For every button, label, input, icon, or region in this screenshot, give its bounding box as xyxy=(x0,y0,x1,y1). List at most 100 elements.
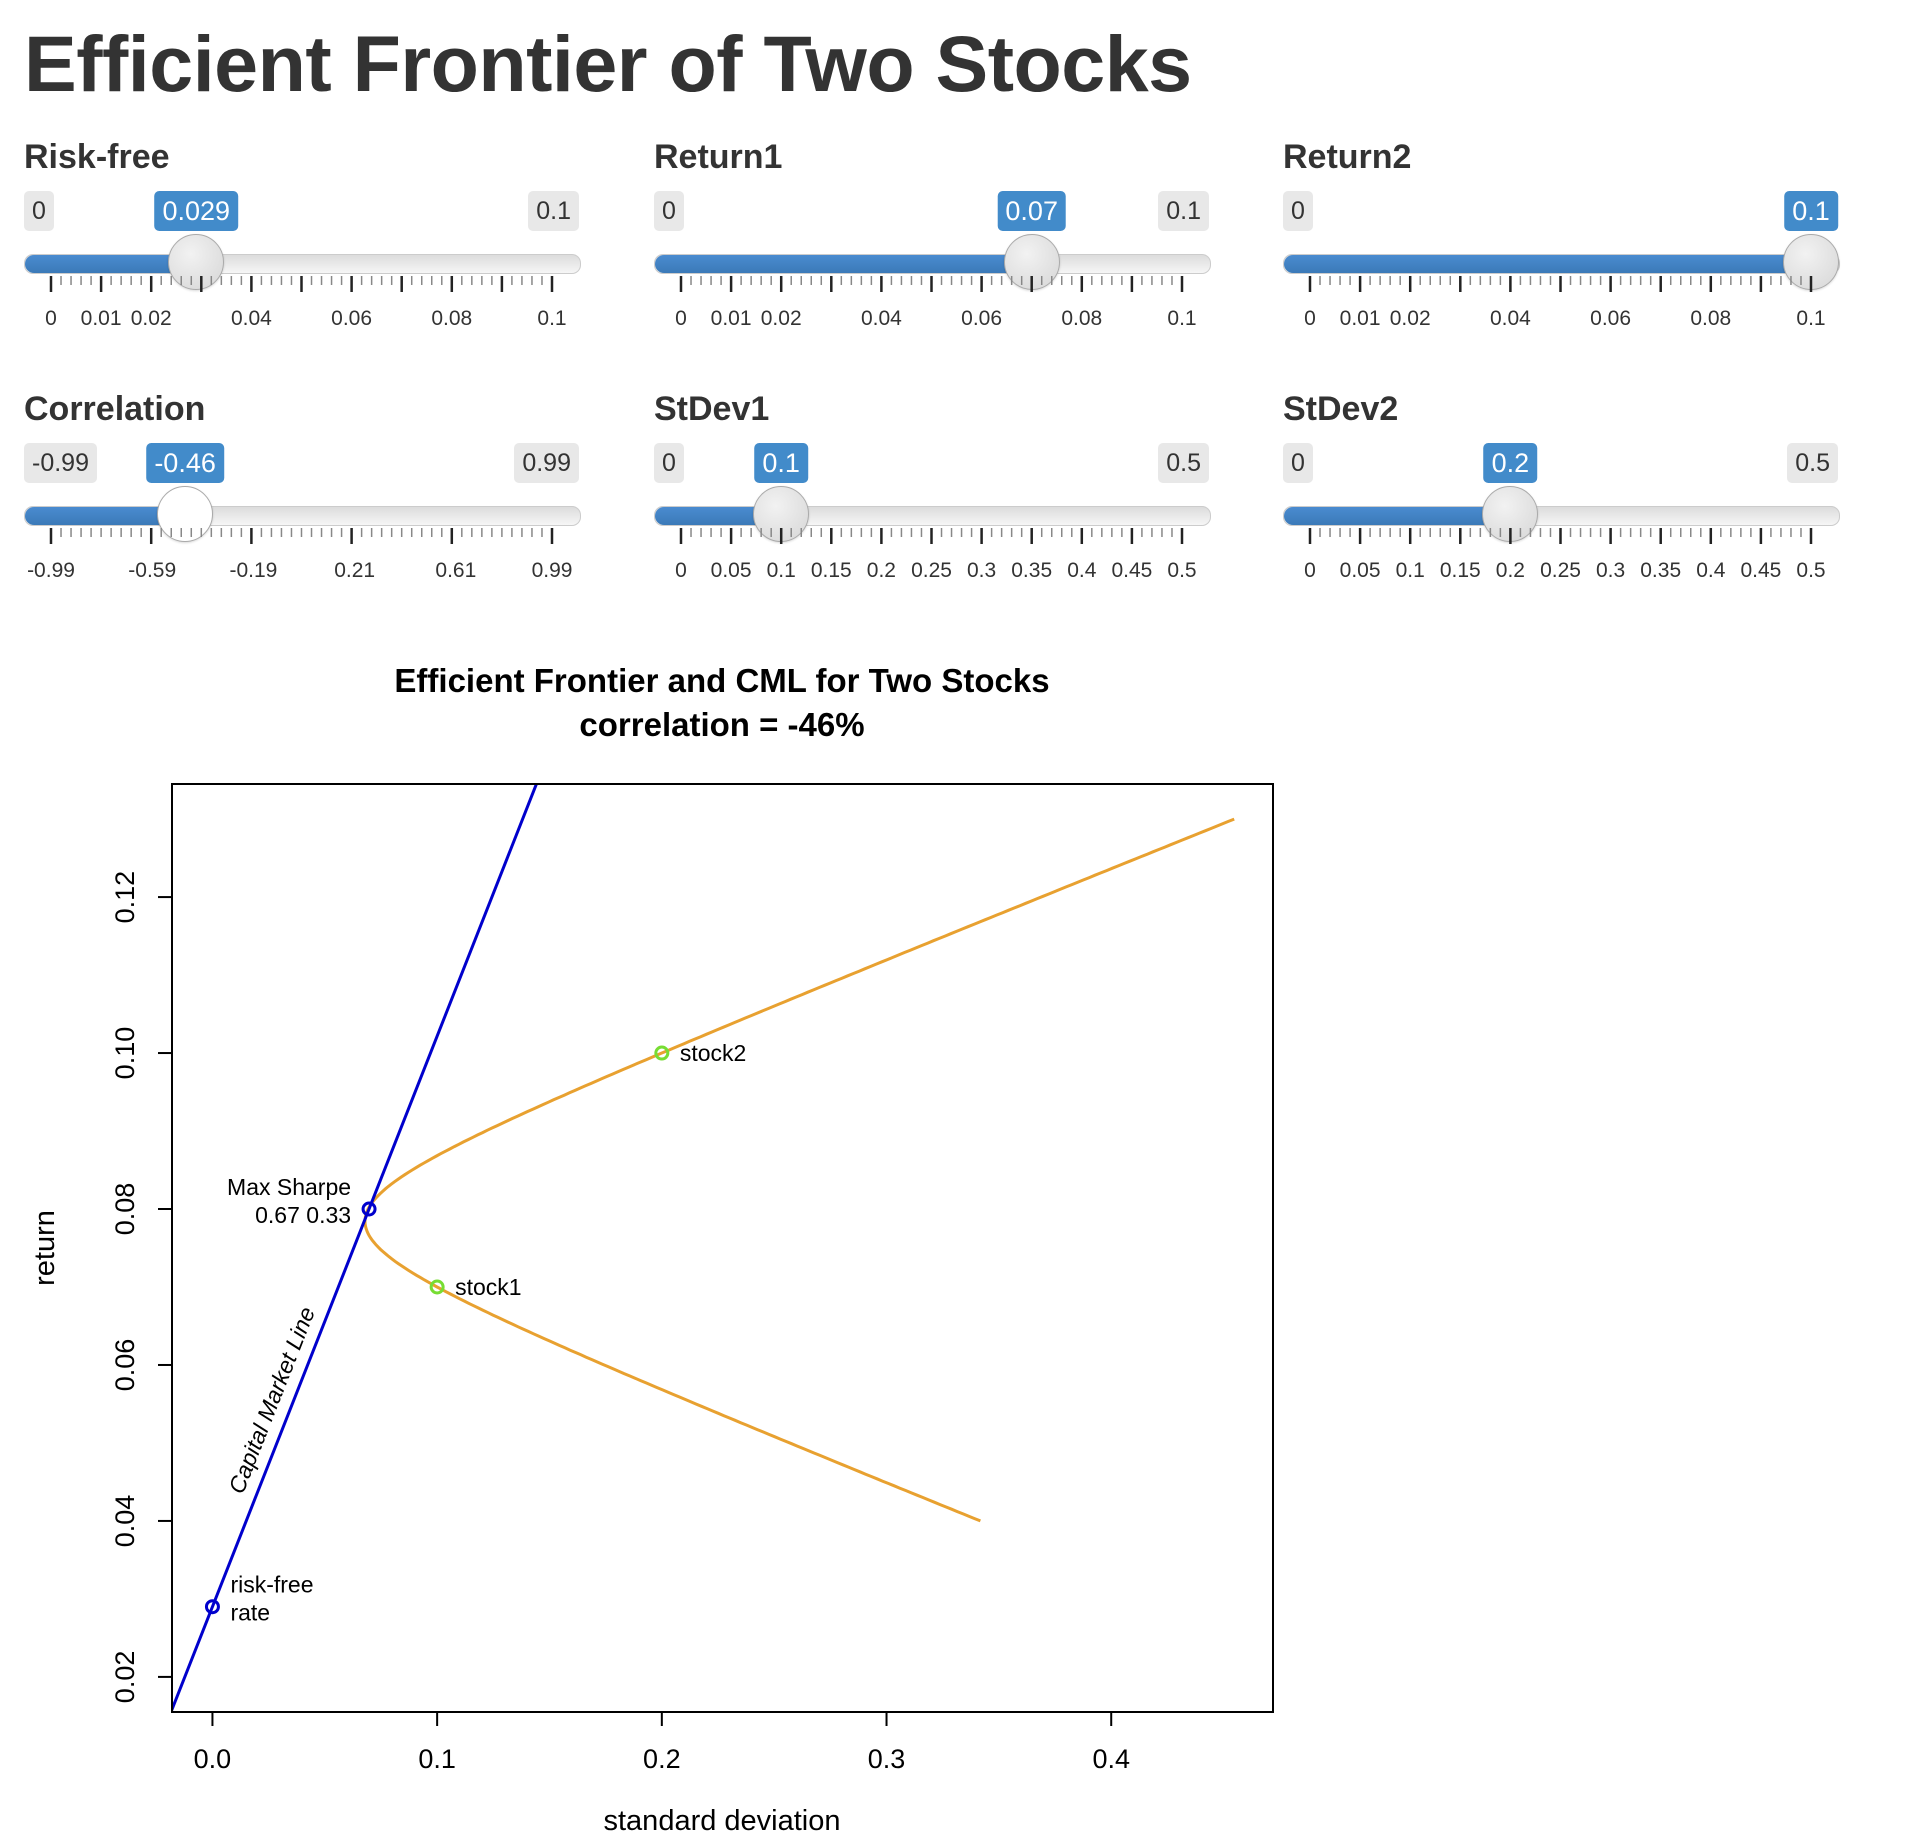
slider-ticks: 0 0.01 0.02 0.04 0.06 0.08 0.1 xyxy=(45,276,567,330)
slider-tick-label: 0.05 xyxy=(711,559,752,582)
slider-tick-label: 0.06 xyxy=(961,307,1002,330)
slider-tick-label: 0.25 xyxy=(1540,559,1581,582)
slider-tick-label: 0.06 xyxy=(331,307,372,330)
slider-tick-label: 0.02 xyxy=(1390,307,1431,330)
slider-max-label: 0.5 xyxy=(1158,443,1209,483)
slider-return1: Return1 0 0.1 0.07 0 0.01 0.02 0.04 0.06 0.08 0.1 xyxy=(654,138,1222,378)
slider-tick-label: 0.4 xyxy=(1067,559,1097,582)
slider-tick-label: 0.3 xyxy=(967,559,996,582)
slider-tick-label: 0.04 xyxy=(861,307,902,330)
slider-tick-label: 0.1 xyxy=(767,559,796,582)
efficient-frontier-chart: Efficient Frontier and CML for Two Stock… xyxy=(29,662,1274,1837)
slider-tick-label: 0.01 xyxy=(81,307,122,330)
slider-value-label: 0.1 xyxy=(754,443,808,483)
slider-track[interactable] xyxy=(24,254,581,274)
y-tick-label: 0.02 xyxy=(110,1651,140,1704)
slider-tick-label: 0.21 xyxy=(334,559,375,582)
slider-tick-label: -0.59 xyxy=(128,559,176,582)
slider-tick-label: 0 xyxy=(1304,559,1316,582)
slider-value-label: 0.029 xyxy=(154,191,239,231)
slider-tick-label: 0 xyxy=(1304,307,1316,330)
x-tick-label: 0.0 xyxy=(194,1744,232,1774)
slider-ticks: -0.99 -0.59 -0.19 0.21 0.61 0.99 xyxy=(27,528,573,582)
slider-tick-label: -0.19 xyxy=(229,559,277,582)
slider-min-label: 0 xyxy=(654,191,684,231)
slider-min-label: 0 xyxy=(1283,191,1313,231)
cml-label: Capital Market Line xyxy=(223,1303,320,1497)
stock2-label: stock2 xyxy=(680,1040,746,1066)
slider-tick-label: 0.5 xyxy=(1167,559,1196,582)
slider-tick-label: 0.05 xyxy=(1340,559,1381,582)
slider-fill xyxy=(25,255,198,273)
slider-tick-label: 0.1 xyxy=(537,307,566,330)
slider-fill xyxy=(1284,507,1512,525)
slider-label: Return2 xyxy=(1283,138,1412,176)
capital-market-line xyxy=(172,784,539,1712)
x-axis-label: standard deviation xyxy=(604,1805,841,1837)
chart-subtitle: correlation = -46% xyxy=(579,706,864,743)
slider-value-label: 0.1 xyxy=(1784,191,1838,231)
y-tick-label: 0.04 xyxy=(110,1495,140,1548)
slider-tick-label: 0.99 xyxy=(532,559,573,582)
slider-handle[interactable] xyxy=(157,486,214,542)
slider-fill xyxy=(1284,255,1812,273)
slider-tick-label: 0.35 xyxy=(1640,559,1681,582)
y-axis-label: return xyxy=(29,1210,61,1286)
slider-tick-label: 0.1 xyxy=(1796,307,1825,330)
slider-min-label: 0 xyxy=(654,443,684,483)
slider-stdev2: StDev2 0 0.5 0.2 0 0.05 0.1 0.15 0.2 0.25 0.3 0.35 0… xyxy=(1283,390,1851,630)
slider-value-label: 0.2 xyxy=(1483,443,1538,483)
slider-tick-label: 0.08 xyxy=(1061,307,1102,330)
page-title: Efficient Frontier of Two Stocks xyxy=(24,19,1192,108)
slider-tick-label: 0.2 xyxy=(1496,559,1525,582)
y-tick-label: 0.08 xyxy=(110,1183,140,1236)
slider-tick-label: 0.15 xyxy=(811,559,852,582)
slider-track[interactable] xyxy=(654,254,1211,274)
slider-tick-label: 0.02 xyxy=(131,307,172,330)
slider-handle[interactable] xyxy=(168,234,225,290)
slider-max-label: 0.1 xyxy=(1158,191,1209,231)
slider-tick-label: 0.45 xyxy=(1111,559,1152,582)
max-sharpe-label: Max Sharpe xyxy=(227,1174,351,1200)
slider-tick-label: 0.25 xyxy=(911,559,952,582)
slider-stdev1: StDev1 0 0.5 0.1 0 0.05 0.1 0.15 0.2 0.25 0.3 0.35 0… xyxy=(654,390,1222,630)
slider-tick-label: 0.08 xyxy=(431,307,472,330)
slider-track[interactable] xyxy=(24,506,581,526)
slider-fill xyxy=(655,507,783,525)
stock1-label: stock1 xyxy=(455,1274,521,1300)
slider-tick-label: 0.1 xyxy=(1396,559,1425,582)
slider-label: StDev1 xyxy=(654,390,770,428)
slider-correlation: Correlation -0.99 0.99 -0.46 -0.99 -0.59 -0.19… xyxy=(24,390,592,630)
slider-min-label: -0.99 xyxy=(24,443,97,483)
slider-track[interactable] xyxy=(654,506,1211,526)
slider-tick-label: 0.04 xyxy=(1490,307,1531,330)
slider-track[interactable] xyxy=(1283,254,1840,274)
x-tick-label: 0.1 xyxy=(418,1744,456,1774)
stock1-point xyxy=(429,1279,445,1295)
slider-tick-label: 0.4 xyxy=(1696,559,1726,582)
slider-tick-label: 0.45 xyxy=(1740,559,1781,582)
slider-ticks: 0 0.01 0.02 0.04 0.06 0.08 0.1 xyxy=(675,276,1197,330)
slider-min-label: 0 xyxy=(1283,443,1313,483)
slider-tick-label: 0 xyxy=(675,307,687,330)
slider-track[interactable] xyxy=(1283,506,1840,526)
max-sharpe-weights: 0.67 0.33 xyxy=(255,1202,351,1228)
slider-tick-label: 0.02 xyxy=(761,307,802,330)
slider-fill xyxy=(655,255,1033,273)
slider-ticks: 0 0.01 0.02 0.04 0.06 0.08 0.1 xyxy=(1304,276,1826,330)
slider-max-label: 0.5 xyxy=(1787,443,1838,483)
slider-tick-label: 0 xyxy=(675,559,687,582)
y-tick-label: 0.06 xyxy=(110,1339,140,1392)
slider-fill xyxy=(25,507,187,525)
slider-tick-label: 0.01 xyxy=(711,307,752,330)
slider-tick-label: 0.35 xyxy=(1011,559,1052,582)
slider-label: Risk-free xyxy=(24,138,170,176)
slider-tick-label: 0.04 xyxy=(231,307,272,330)
slider-tick-label: 0.2 xyxy=(867,559,896,582)
slider-tick-label: 0.06 xyxy=(1590,307,1631,330)
risk-free-label: risk-free xyxy=(230,1572,313,1598)
y-tick-label: 0.12 xyxy=(110,871,140,924)
slider-max-label: 0.1 xyxy=(528,191,579,231)
slider-tick-label: 0.08 xyxy=(1690,307,1731,330)
